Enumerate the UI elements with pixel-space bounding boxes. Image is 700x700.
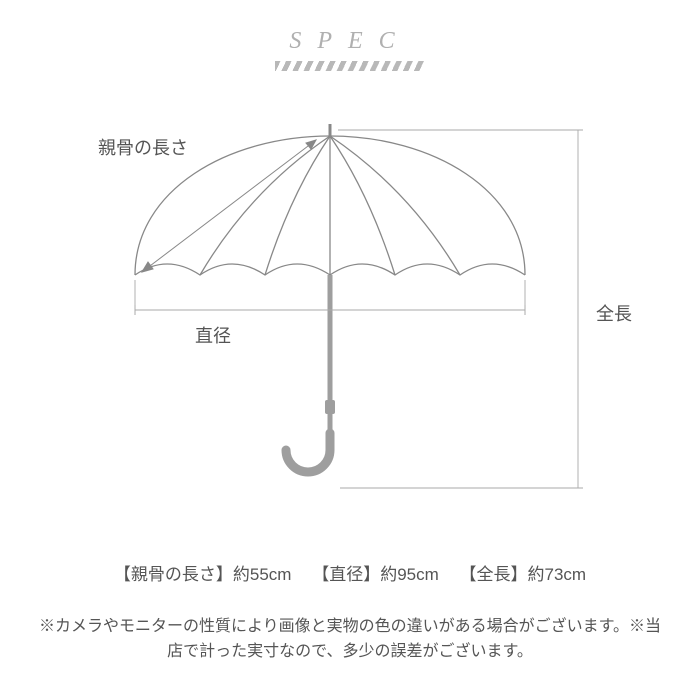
umbrella-svg xyxy=(0,100,700,500)
canopy xyxy=(135,136,525,275)
umbrella-diagram: 親骨の長さ 直径 全長 xyxy=(0,100,700,500)
meas-rib-value: 約55cm xyxy=(233,565,292,584)
meas-length-value: 約73cm xyxy=(528,565,587,584)
spec-title: SPEC xyxy=(0,28,700,55)
length-dim xyxy=(338,130,583,488)
meas-diameter: 【直径】約95cm xyxy=(312,565,443,584)
runner xyxy=(325,400,335,414)
rib-label: 親骨の長さ xyxy=(98,134,188,160)
header: SPEC xyxy=(0,0,700,71)
meas-rib: 【親骨の長さ】約55cm xyxy=(114,565,296,584)
measurements-line: 【親骨の長さ】約55cm 【直径】約95cm 【全長】約73cm xyxy=(0,560,700,585)
meas-length-name: 【全長】 xyxy=(460,565,528,584)
disclaimer-text: ※カメラやモニターの性質により画像と実物の色の違いがある場合がございます。※当店… xyxy=(0,615,700,665)
meas-rib-name: 【親骨の長さ】 xyxy=(114,565,233,584)
length-label: 全長 xyxy=(596,300,632,326)
handle xyxy=(286,433,330,472)
header-underline-stripes xyxy=(275,61,425,71)
meas-diameter-name: 【直径】 xyxy=(312,565,380,584)
diameter-label: 直径 xyxy=(195,322,231,348)
meas-diameter-value: 約95cm xyxy=(380,565,439,584)
meas-length: 【全長】約73cm xyxy=(460,565,587,584)
